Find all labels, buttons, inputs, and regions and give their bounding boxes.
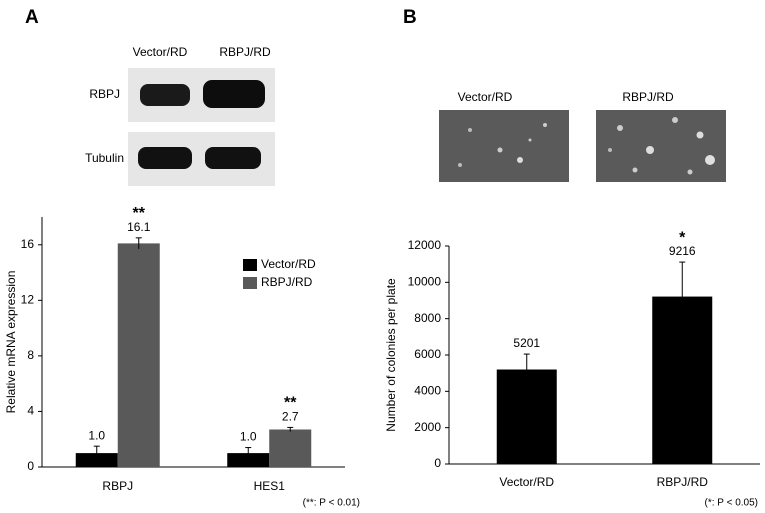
- value-label: 9216: [669, 244, 696, 258]
- footnote: (**: P < 0.01): [303, 498, 360, 509]
- significance-mark: **: [133, 205, 146, 222]
- legend-swatch: [243, 277, 257, 289]
- bar: [269, 429, 312, 467]
- bar: [117, 243, 160, 467]
- blot-image: [128, 68, 275, 186]
- value-label: 5201: [513, 336, 540, 350]
- panel-label: A: [25, 7, 39, 28]
- x-tick-label: RBPJ/RD: [657, 475, 709, 489]
- value-label: 1.0: [88, 428, 105, 442]
- significance-mark: **: [284, 395, 297, 412]
- legend-swatch: [243, 259, 257, 271]
- image-label: RBPJ/RD: [622, 90, 674, 104]
- y-axis-label: Relative mRNA expression: [4, 271, 18, 414]
- y-tick-label: 2000: [414, 420, 441, 434]
- bar: [496, 369, 557, 464]
- y-tick-label: 0: [434, 456, 441, 470]
- y-tick-label: 4: [27, 404, 34, 418]
- bar: [227, 453, 270, 467]
- blot-row-label: Tubulin: [85, 151, 124, 165]
- micrograph: [439, 110, 726, 182]
- y-tick-label: 4000: [414, 384, 441, 398]
- legend-label: Vector/RD: [261, 257, 316, 271]
- x-tick-label: RBPJ: [102, 479, 133, 493]
- panel-label: B: [403, 7, 417, 28]
- blot-column-label: Vector/RD: [133, 45, 188, 59]
- blot-row-label: RBPJ: [89, 87, 120, 101]
- x-tick-label: HES1: [254, 479, 286, 493]
- blot-column-label: RBPJ/RD: [219, 45, 271, 59]
- y-tick-label: 16: [21, 237, 35, 251]
- value-label: 16.1: [127, 220, 151, 234]
- significance-mark: *: [679, 229, 686, 246]
- y-tick-label: 12000: [408, 238, 442, 252]
- y-axis-label: Number of colonies per plate: [384, 278, 398, 432]
- y-tick-label: 6000: [414, 347, 441, 361]
- y-tick-label: 10000: [408, 275, 442, 289]
- image-label: Vector/RD: [458, 90, 513, 104]
- y-tick-label: 8000: [414, 311, 441, 325]
- legend-label: RBPJ/RD: [261, 275, 313, 289]
- y-tick-label: 12: [21, 293, 35, 307]
- y-tick-label: 8: [27, 348, 34, 362]
- footnote: (*: P < 0.05): [705, 498, 758, 509]
- value-label: 1.0: [240, 430, 257, 444]
- x-tick-label: Vector/RD: [499, 475, 554, 489]
- value-label: 2.7: [282, 410, 299, 424]
- y-tick-label: 0: [27, 459, 34, 473]
